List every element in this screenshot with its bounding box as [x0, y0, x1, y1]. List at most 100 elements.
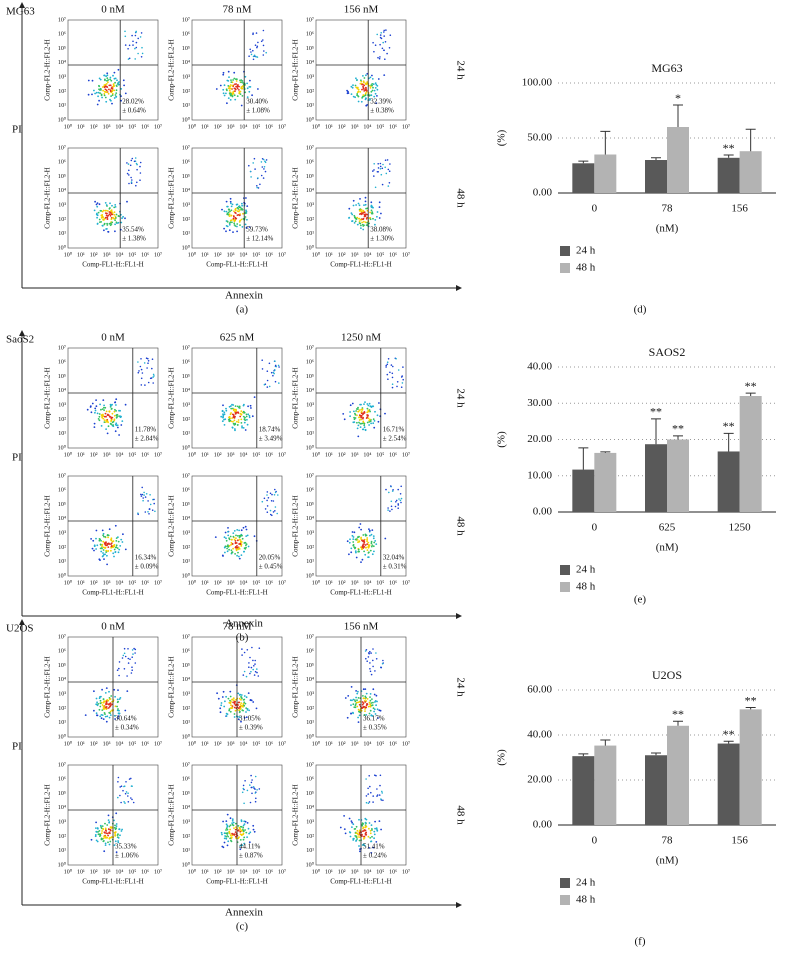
event-dot	[105, 419, 108, 422]
event-dot	[240, 545, 243, 547]
event-dot	[359, 848, 361, 850]
event-dot	[362, 688, 365, 691]
y-tick-label: 10³	[58, 692, 66, 698]
event-dot	[354, 220, 357, 223]
significance: *	[675, 91, 681, 105]
event-dot	[232, 90, 235, 93]
event-dot	[374, 820, 376, 823]
event-dot	[105, 701, 108, 704]
event-dot	[350, 551, 353, 554]
event-dot	[367, 556, 370, 558]
event-dot	[130, 181, 133, 183]
event-dot	[382, 163, 384, 166]
event-dot	[391, 376, 394, 379]
event-dot	[245, 413, 248, 416]
event-dot	[376, 171, 379, 173]
event-dot	[144, 384, 146, 386]
event-dot	[105, 214, 108, 217]
plot-frame	[67, 475, 159, 577]
event-dot	[362, 218, 364, 221]
flow-plot: 36.17%± 0.35%10⁰10⁰10¹10¹10²10²10³10³10⁴…	[292, 634, 410, 747]
x-tick-label: 10⁵	[376, 869, 384, 875]
event-dot	[232, 821, 235, 824]
event-dot	[139, 365, 142, 368]
event-dot	[222, 404, 224, 407]
event-dot	[391, 383, 394, 386]
event-dot	[96, 714, 99, 717]
event-dot	[369, 696, 371, 698]
y-title: Comp-FL2-H::FL2-H	[44, 39, 52, 100]
event-dot	[96, 202, 99, 205]
event-dot	[103, 406, 105, 409]
x-tick-label: 10²	[90, 869, 98, 875]
flow-plot: 35.54%± 1.38%10⁰10⁰10¹10¹10²10²10³10³10⁴…	[44, 145, 162, 268]
bar	[572, 469, 595, 512]
event-dot	[124, 403, 127, 406]
event-dot	[395, 357, 397, 360]
event-dot	[106, 212, 108, 215]
event-dot	[236, 85, 239, 88]
event-dot	[99, 538, 101, 541]
event-dot	[366, 216, 368, 219]
stat-value: ± 1.06%	[115, 852, 139, 860]
event-dot	[353, 837, 355, 840]
event-dot	[229, 200, 232, 203]
x-tick-label: 10³	[227, 252, 235, 258]
event-dot	[360, 538, 362, 540]
event-dot	[370, 94, 373, 97]
event-dot	[229, 837, 232, 840]
event-dot	[127, 792, 129, 794]
event-dot	[235, 703, 237, 706]
x-tick-label: 10²	[338, 252, 346, 258]
event-dot	[253, 396, 256, 398]
event-dot	[111, 89, 114, 92]
event-dot	[362, 412, 365, 414]
event-dot	[128, 182, 130, 185]
event-dot	[241, 226, 244, 228]
event-dot	[375, 827, 378, 830]
event-dot	[389, 371, 391, 374]
y-tick-label: 10²	[182, 89, 190, 95]
event-dot	[232, 404, 235, 406]
event-dot	[100, 695, 102, 698]
event-dot	[131, 785, 133, 787]
event-dot	[103, 712, 106, 714]
flow-plot: 32.04%± 0.31%10⁰10⁰10¹10¹10²10²10³10³10⁴…	[292, 473, 410, 596]
event-dot	[95, 91, 98, 94]
event-dot	[358, 710, 360, 713]
event-dot	[385, 364, 388, 367]
event-dot	[123, 785, 125, 788]
flow-plot: 30.64%± 0.34%10⁰10⁰10¹10¹10²10²10³10³10⁴…	[44, 634, 162, 747]
event-dot	[131, 649, 134, 651]
y-tick-label: 10⁵	[182, 791, 190, 797]
event-dot	[236, 424, 239, 426]
event-dot	[366, 221, 369, 224]
event-dot	[370, 545, 373, 548]
event-dot	[222, 690, 225, 693]
event-dot	[369, 709, 372, 712]
event-dot	[143, 491, 145, 494]
event-dot	[225, 409, 228, 412]
event-dot	[132, 40, 134, 43]
event-dot	[368, 712, 371, 715]
event-dot	[106, 715, 109, 718]
event-dot	[127, 648, 129, 650]
event-dot	[236, 223, 239, 225]
event-dot	[223, 424, 226, 426]
y-tick-label: 10⁶	[306, 32, 314, 38]
y-tick-label: 10⁴	[58, 188, 66, 194]
event-dot	[233, 94, 236, 97]
y-tick-label: 10⁴	[58, 60, 66, 66]
event-dot	[261, 368, 264, 370]
event-dot	[243, 550, 246, 553]
event-dot	[117, 776, 120, 779]
event-dot	[233, 222, 236, 225]
flow-plot: 59.73%± 12.14%10⁰10⁰10¹10¹10²10²10³10³10…	[168, 145, 286, 268]
event-dot	[106, 218, 109, 221]
event-dot	[242, 526, 245, 529]
significance: **	[672, 422, 684, 436]
event-dot	[93, 709, 95, 712]
event-dot	[362, 75, 364, 77]
y-tick-label: 0.00	[533, 819, 553, 831]
y-axis-label: (%)	[496, 431, 508, 448]
